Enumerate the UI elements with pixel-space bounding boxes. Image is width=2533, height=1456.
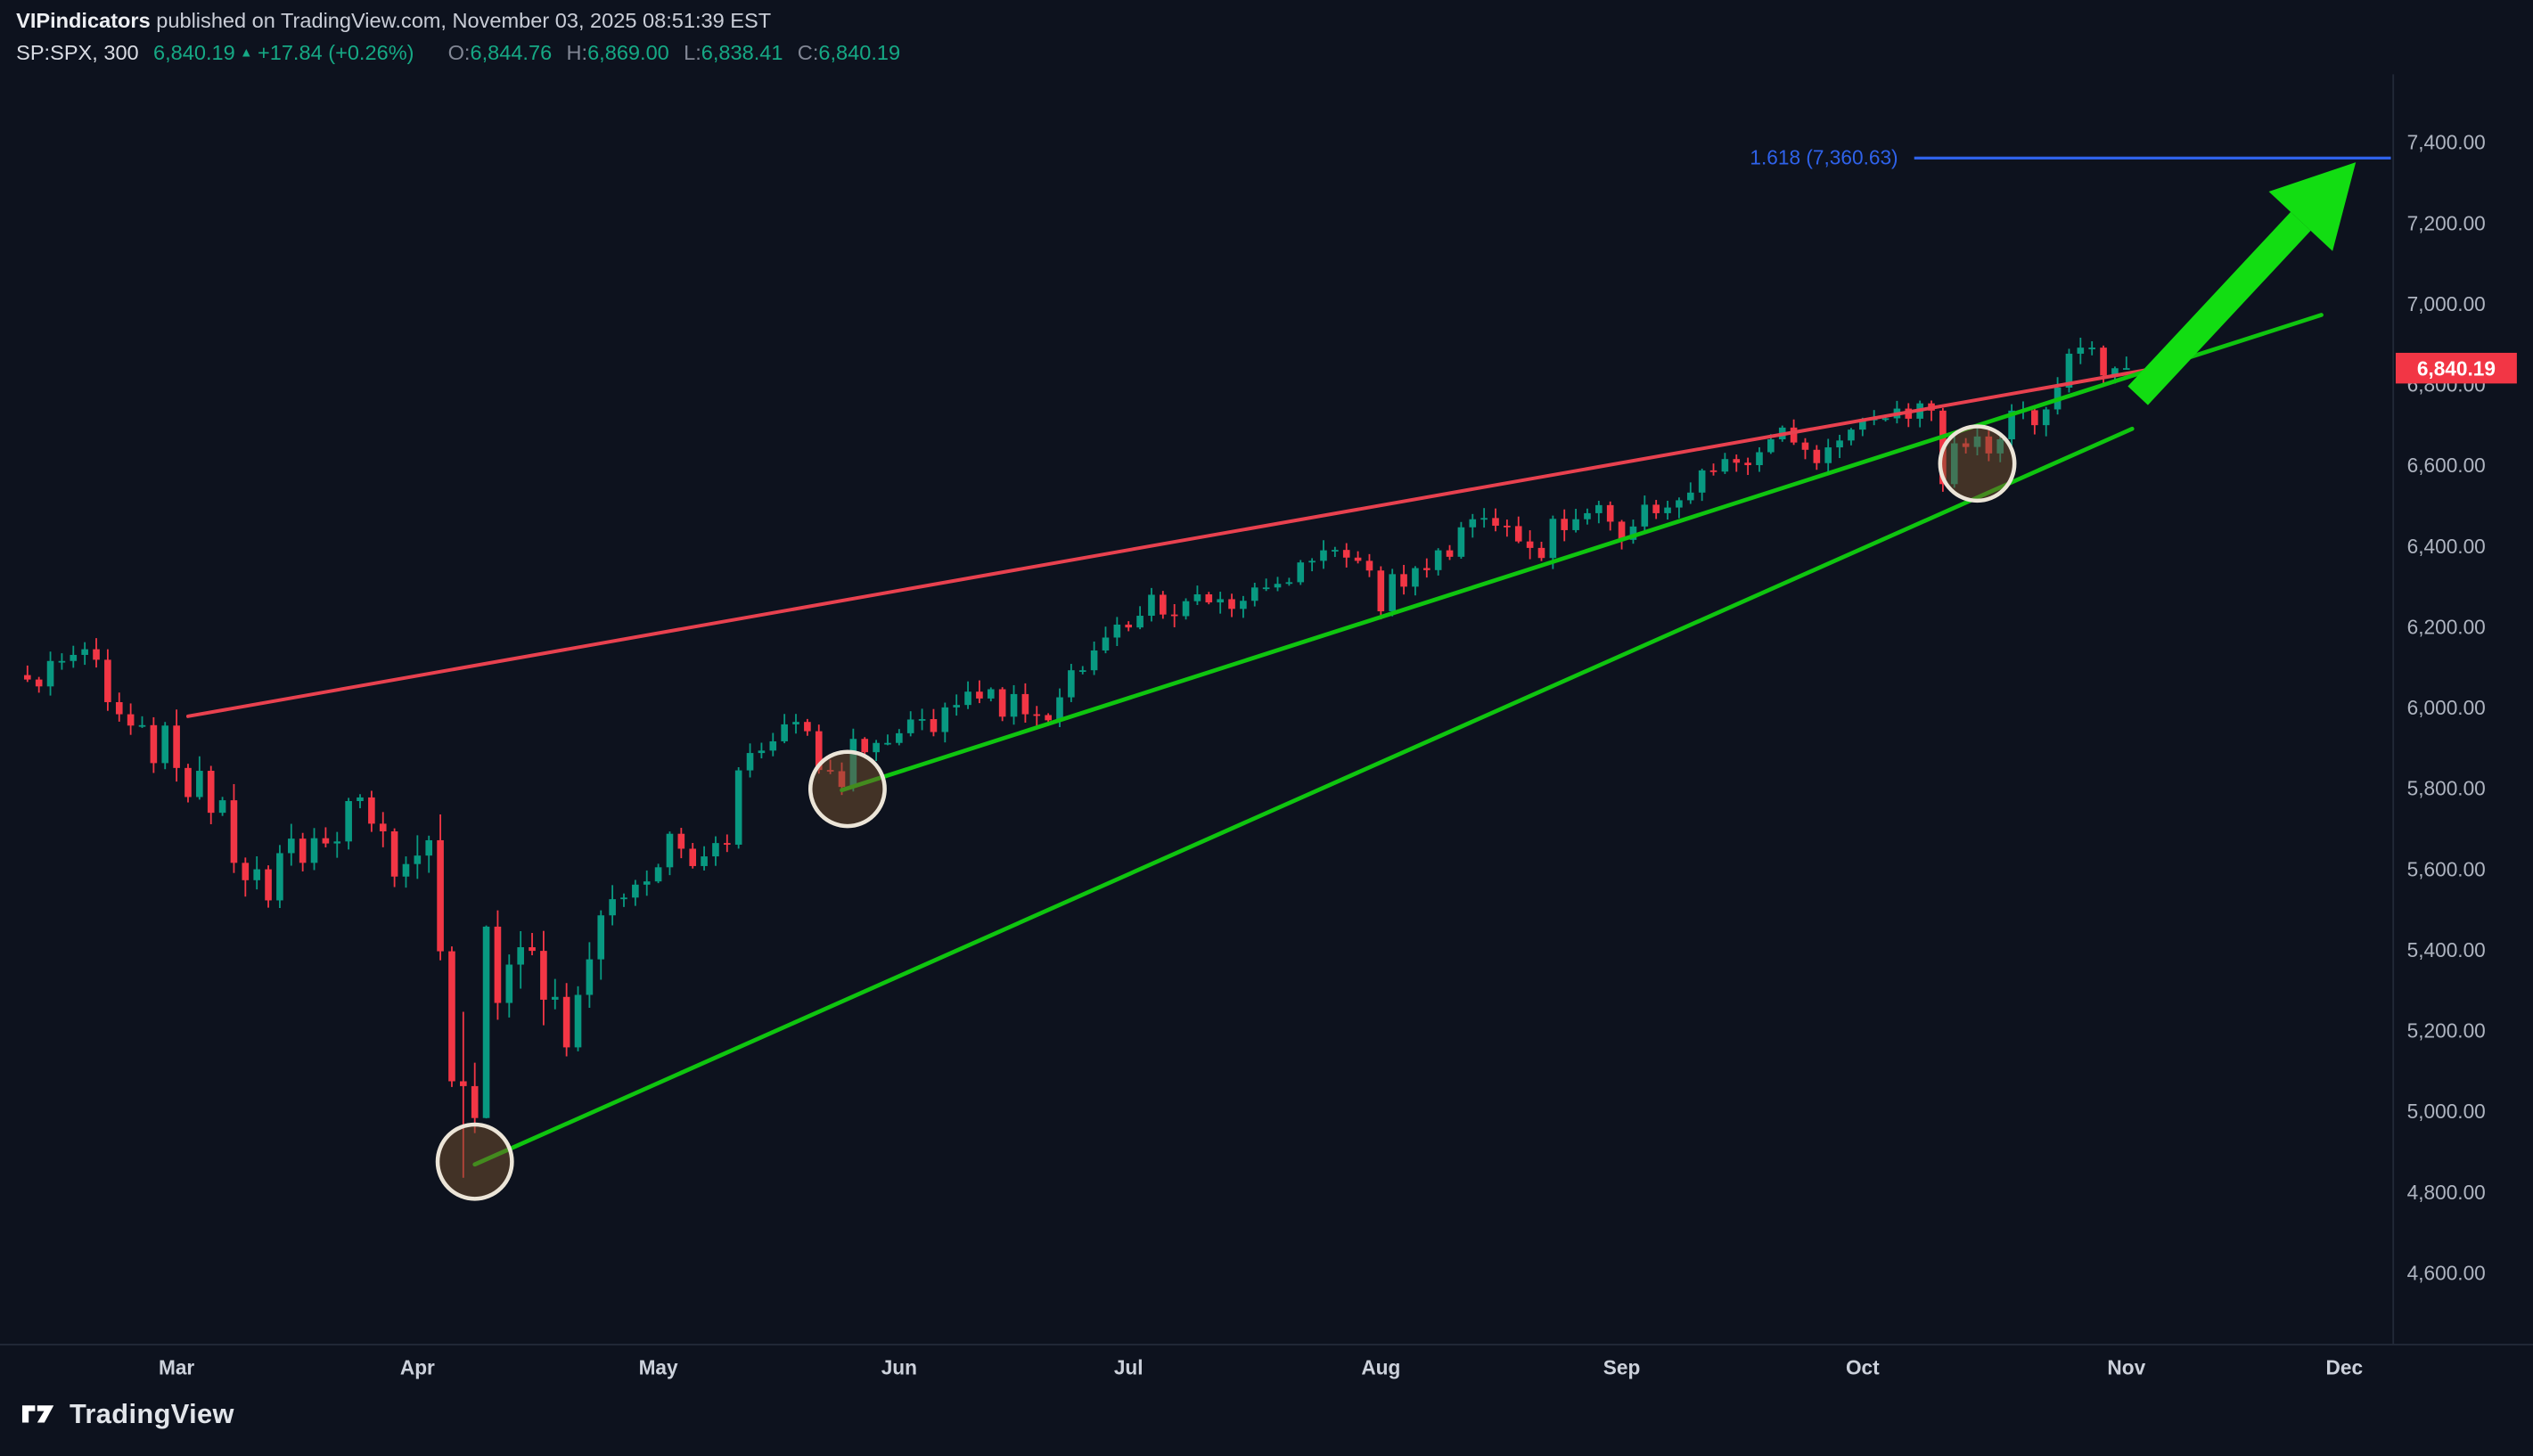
symbol-name[interactable]: SP:SPX, 300 — [16, 40, 139, 65]
ohlc-high: H:6,869.00 — [567, 40, 669, 64]
attribution-text: published on TradingView.com, November 0… — [150, 8, 772, 33]
trendlines[interactable] — [185, 313, 2324, 1167]
svg-text:Aug: Aug — [1361, 1355, 1400, 1378]
svg-text:Apr: Apr — [400, 1355, 435, 1378]
price-change: +17.84 (+0.26%) — [257, 40, 414, 65]
high-label: H: — [566, 40, 588, 65]
author-name: VIPindicators — [16, 8, 151, 33]
svg-text:5,000.00: 5,000.00 — [2407, 1100, 2486, 1123]
svg-text:5,800.00: 5,800.00 — [2407, 777, 2486, 800]
close-value: 6,840.19 — [818, 40, 901, 65]
highlight-circles — [435, 424, 2017, 1201]
svg-text:4,600.00: 4,600.00 — [2407, 1261, 2486, 1284]
svg-text:5,400.00: 5,400.00 — [2407, 938, 2486, 961]
last-price: 6,840.19 — [152, 40, 235, 65]
tradingview-logo-text: TradingView — [69, 1397, 234, 1429]
low-value: 6,838.41 — [701, 40, 783, 65]
svg-text:Oct: Oct — [1846, 1355, 1880, 1378]
close-label: C: — [797, 40, 819, 65]
up-arrow-icon: ▲ — [240, 45, 253, 61]
svg-text:Jul: Jul — [1114, 1355, 1144, 1378]
last-price-tag: 6,840.19 — [2395, 352, 2517, 384]
ohlc-low: L:6,838.41 — [684, 40, 783, 64]
ohlc-open: O:6,844.76 — [448, 40, 553, 64]
svg-text:6,000.00: 6,000.00 — [2407, 696, 2486, 719]
svg-text:4,800.00: 4,800.00 — [2407, 1181, 2486, 1204]
fib-level-label: 1.618 (7,360.63) — [1750, 146, 1898, 169]
svg-text:6,600.00: 6,600.00 — [2407, 454, 2486, 477]
axis-frame — [0, 74, 2533, 1346]
svg-text:6,840.19: 6,840.19 — [2417, 356, 2496, 380]
svg-text:5,600.00: 5,600.00 — [2407, 857, 2486, 880]
tradingview-mark-icon — [21, 1405, 54, 1423]
open-label: O: — [447, 40, 471, 65]
open-value: 6,844.76 — [470, 40, 553, 65]
svg-text:7,000.00: 7,000.00 — [2407, 292, 2486, 315]
svg-text:6,200.00: 6,200.00 — [2407, 615, 2486, 638]
candlestick-series — [24, 337, 2130, 1178]
svg-text:Mar: Mar — [159, 1355, 194, 1378]
svg-text:Nov: Nov — [2107, 1355, 2145, 1378]
svg-text:Jun: Jun — [881, 1355, 917, 1378]
svg-text:5,200.00: 5,200.00 — [2407, 1019, 2486, 1043]
svg-text:7,200.00: 7,200.00 — [2407, 211, 2486, 234]
svg-text:6,400.00: 6,400.00 — [2407, 535, 2486, 558]
projection-arrow — [2127, 162, 2357, 405]
attribution-line: VIPindicators published on TradingView.c… — [16, 8, 900, 32]
svg-text:7,400.00: 7,400.00 — [2407, 131, 2486, 154]
time-axis[interactable]: Mar Apr May Jun Jul Aug Sep Oct Nov Dec — [159, 1355, 2363, 1378]
svg-text:Sep: Sep — [1603, 1355, 1641, 1378]
symbol-line: SP:SPX, 300 6,840.19 ▲ +17.84 (+0.26%) O:6,8… — [16, 40, 900, 64]
svg-text:Dec: Dec — [2326, 1355, 2364, 1378]
high-value: 6,869.00 — [587, 40, 669, 65]
svg-text:May: May — [639, 1355, 678, 1378]
chart-header: VIPindicators published on TradingView.c… — [16, 8, 900, 64]
ohlc-close: C:6,840.19 — [798, 40, 900, 64]
price-axis[interactable]: 4,600.00 4,800.00 5,000.00 5,200.00 5,400.00… — [2407, 131, 2486, 1285]
low-label: L: — [684, 40, 701, 65]
tradingview-logo[interactable]: TradingView — [20, 1395, 234, 1433]
